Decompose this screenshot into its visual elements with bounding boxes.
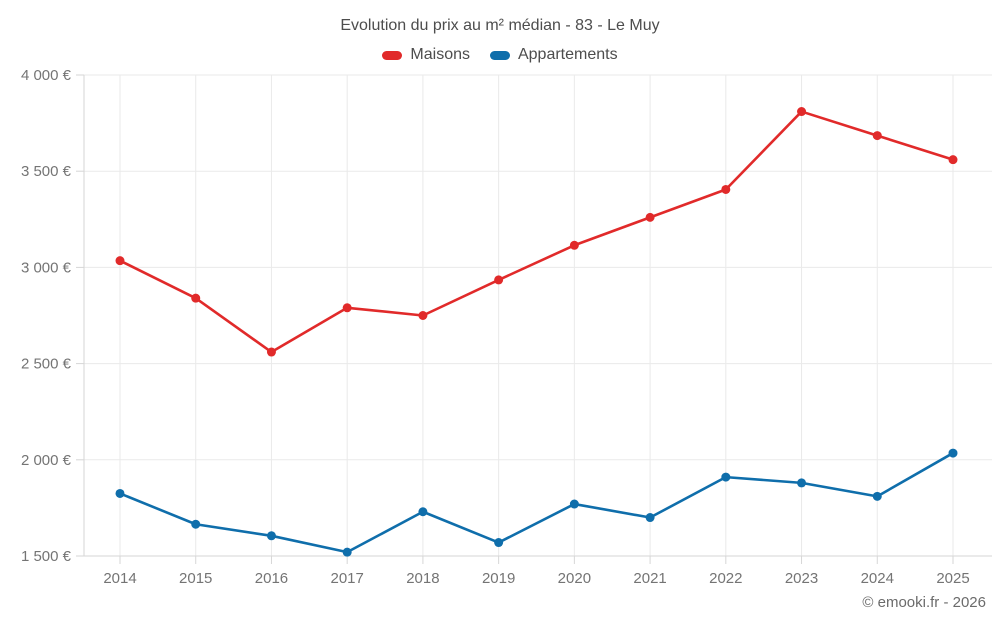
x-axis-label: 2014 (103, 570, 136, 587)
data-point-appartements-2025 (948, 448, 958, 458)
data-point-maisons-2024 (872, 131, 882, 141)
data-point-appartements-2020 (569, 499, 579, 509)
data-point-appartements-2017 (342, 547, 352, 557)
data-point-maisons-2023 (797, 107, 807, 117)
series-line-maisons (118, 110, 955, 354)
legend-item-appartements[interactable]: Appartements (489, 46, 618, 64)
y-axis-label: 3 500 € (21, 163, 72, 180)
data-point-appartements-2016 (266, 531, 276, 541)
x-axis-label: 2015 (179, 570, 212, 587)
x-axis-label: 2024 (861, 570, 894, 587)
x-axis-label: 2021 (633, 570, 666, 587)
x-axis-label: 2023 (785, 570, 818, 587)
data-point-maisons-2022 (721, 184, 731, 194)
data-point-maisons-2014 (115, 256, 125, 266)
x-axis-label: 2018 (406, 570, 439, 587)
data-point-maisons-2017 (342, 303, 352, 313)
appartements-swatch-icon (489, 50, 510, 60)
data-point-appartements-2018 (418, 507, 428, 517)
data-point-appartements-2015 (191, 519, 201, 529)
x-axis-label: 2020 (558, 570, 591, 587)
y-axis-label: 1 500 € (21, 548, 72, 565)
series-line-appartements (118, 451, 955, 554)
x-axis-label: 2016 (255, 570, 288, 587)
x-axis-label: 2025 (936, 570, 969, 587)
legend-label-maisons: Maisons (410, 46, 470, 63)
data-point-maisons-2020 (569, 240, 579, 250)
y-axis-label: 2 500 € (21, 356, 72, 373)
y-axis-label: 2 000 € (21, 452, 72, 469)
data-point-maisons-2016 (266, 347, 276, 357)
y-axis-label: 3 000 € (21, 259, 72, 276)
legend-label-appartements: Appartements (517, 46, 618, 63)
maisons-swatch-icon (382, 50, 403, 60)
data-point-appartements-2024 (872, 491, 882, 501)
data-point-appartements-2019 (494, 538, 504, 548)
data-point-maisons-2018 (418, 311, 428, 320)
data-point-maisons-2025 (948, 155, 958, 165)
chart-title: Evolution du prix au m² médian - 83 - Le… (340, 17, 660, 34)
legend-item-maisons[interactable]: Maisons (382, 46, 470, 64)
data-point-appartements-2014 (115, 488, 125, 498)
data-point-maisons-2019 (494, 275, 504, 285)
x-axis-label: 2022 (709, 570, 742, 587)
legend: Maisons Appartements (0, 46, 1000, 64)
data-point-appartements-2021 (645, 513, 655, 523)
data-point-maisons-2015 (191, 293, 201, 303)
y-axis-label: 4 000 € (21, 67, 72, 84)
data-point-appartements-2023 (797, 478, 807, 488)
data-point-maisons-2021 (645, 212, 655, 222)
copyright-credit: © emooki.fr - 2026 (862, 594, 986, 611)
data-point-appartements-2022 (721, 472, 731, 482)
x-axis-label: 2019 (482, 570, 515, 587)
x-axis-label: 2017 (330, 570, 363, 587)
